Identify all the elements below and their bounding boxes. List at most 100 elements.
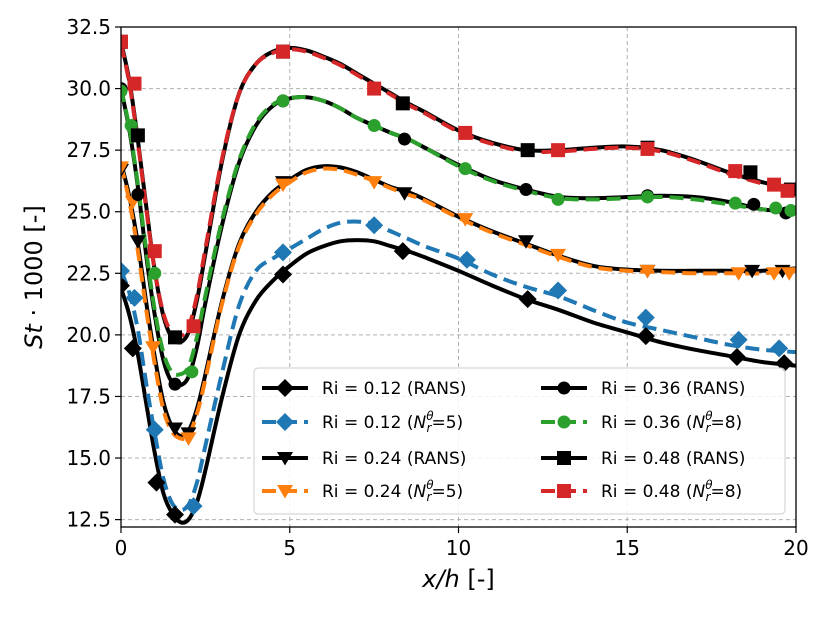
y-axis-label: St · 1000 [-] <box>20 205 48 349</box>
data-point-2 <box>744 264 761 279</box>
series-line-1 <box>121 219 796 512</box>
y-tick-label: 17.5 <box>66 384 111 408</box>
data-point-5 <box>641 190 654 204</box>
data-point-3 <box>550 248 567 263</box>
data-point-6 <box>168 330 182 345</box>
data-point-2 <box>396 187 413 201</box>
data-point-1 <box>145 420 164 439</box>
data-point-1 <box>184 497 203 516</box>
data-point-6 <box>520 143 535 158</box>
data-point-3 <box>366 176 383 190</box>
data-point-4 <box>519 183 533 197</box>
legend-entry: Ri = 0.36 (RANS) <box>601 379 745 399</box>
data-point-5 <box>458 162 472 176</box>
data-point-5 <box>367 119 381 133</box>
data-point-0 <box>123 339 142 358</box>
x-tick-label: 10 <box>446 536 471 560</box>
data-point-3 <box>180 432 197 446</box>
data-point-5 <box>551 192 565 206</box>
legend-entry: Ri = 0.48 (Nθ r=8) <box>601 478 742 504</box>
legend-entry: Ri = 0.48 (RANS) <box>601 449 745 469</box>
data-point-7 <box>121 34 128 49</box>
legend-marker <box>557 451 571 465</box>
x-tick-label: 0 <box>115 536 128 560</box>
legend-marker <box>557 381 571 395</box>
data-point-3 <box>145 341 162 355</box>
x-tick-label: 20 <box>783 536 808 560</box>
data-point-7 <box>186 319 201 334</box>
x-tick-label: 15 <box>615 536 640 560</box>
x-tick-label: 5 <box>283 536 296 560</box>
legend-marker <box>557 484 571 498</box>
data-point-4 <box>747 197 761 211</box>
data-point-1 <box>729 330 748 349</box>
y-tick-label: 32.5 <box>66 15 111 39</box>
legend-marker <box>557 415 571 429</box>
data-point-2 <box>129 235 146 249</box>
data-point-2 <box>518 235 534 249</box>
data-point-3 <box>639 264 656 279</box>
data-point-7 <box>767 177 782 192</box>
data-point-6 <box>395 96 410 111</box>
data-point-5 <box>728 196 742 210</box>
data-point-7 <box>551 143 566 158</box>
data-point-0 <box>518 290 537 309</box>
legend-box <box>253 367 786 515</box>
legend-marker <box>277 485 293 499</box>
data-point-5 <box>276 94 290 108</box>
x-axis-label: x/h [-] <box>421 565 495 593</box>
series-line-7 <box>121 43 796 339</box>
data-point-3 <box>275 178 291 193</box>
data-point-7 <box>127 76 142 91</box>
legend-entry: Ri = 0.24 (RANS) <box>322 449 466 469</box>
data-point-5 <box>185 365 199 379</box>
series-line-0 <box>121 238 796 525</box>
data-point-0 <box>274 265 292 284</box>
data-point-0 <box>121 276 130 295</box>
legend-entry: Ri = 0.24 (Nθ r=5) <box>322 478 463 504</box>
data-point-7 <box>728 164 743 179</box>
data-point-4 <box>168 377 182 391</box>
y-tick-label: 12.5 <box>66 508 111 532</box>
data-point-5 <box>769 201 783 215</box>
data-point-0 <box>166 505 184 524</box>
y-tick-label: 15.0 <box>66 446 111 470</box>
data-point-0 <box>727 348 746 367</box>
y-tick-label: 25.0 <box>66 200 111 224</box>
data-point-7 <box>780 183 795 198</box>
data-point-2 <box>167 422 183 436</box>
data-point-4 <box>398 132 411 146</box>
series-lines <box>121 41 796 525</box>
legend-entry: Ri = 0.36 (Nθ r=8) <box>601 409 742 435</box>
data-point-1 <box>770 339 789 358</box>
series-line-3 <box>121 164 796 442</box>
data-point-7 <box>147 244 162 259</box>
data-point-1 <box>125 288 144 307</box>
data-point-0 <box>636 327 655 346</box>
legend-marker <box>276 413 294 431</box>
legend-entry: Ri = 0.12 (RANS) <box>322 379 466 399</box>
series-line-5 <box>121 88 796 377</box>
y-tick-label: 20.0 <box>66 323 111 347</box>
data-point-6 <box>743 165 758 180</box>
series-markers <box>121 34 796 524</box>
data-point-6 <box>130 128 145 143</box>
legend: Ri = 0.12 (RANS) Ri = 0.36 (RANS) Ri = 0.1… <box>253 367 786 515</box>
data-point-7 <box>367 81 382 96</box>
data-point-5 <box>784 203 796 217</box>
data-point-7 <box>276 44 290 59</box>
data-point-1 <box>121 261 130 280</box>
data-point-7 <box>458 125 473 140</box>
data-point-1 <box>365 216 384 235</box>
data-point-3 <box>730 267 747 281</box>
data-point-1 <box>457 250 476 269</box>
axis-ticks: 0 5 10 15 20 12.5 15.0 17.5 20.0 22.5 25.0 27.5 30.0… <box>66 15 808 560</box>
data-point-5 <box>148 266 162 280</box>
data-point-1 <box>274 243 292 262</box>
legend-entry: Ri = 0.12 (Nθ r=5) <box>322 409 463 435</box>
data-point-5 <box>121 84 128 98</box>
data-point-4 <box>131 187 145 201</box>
data-point-3 <box>766 267 783 281</box>
data-point-3 <box>457 213 474 227</box>
data-point-0 <box>147 473 166 492</box>
